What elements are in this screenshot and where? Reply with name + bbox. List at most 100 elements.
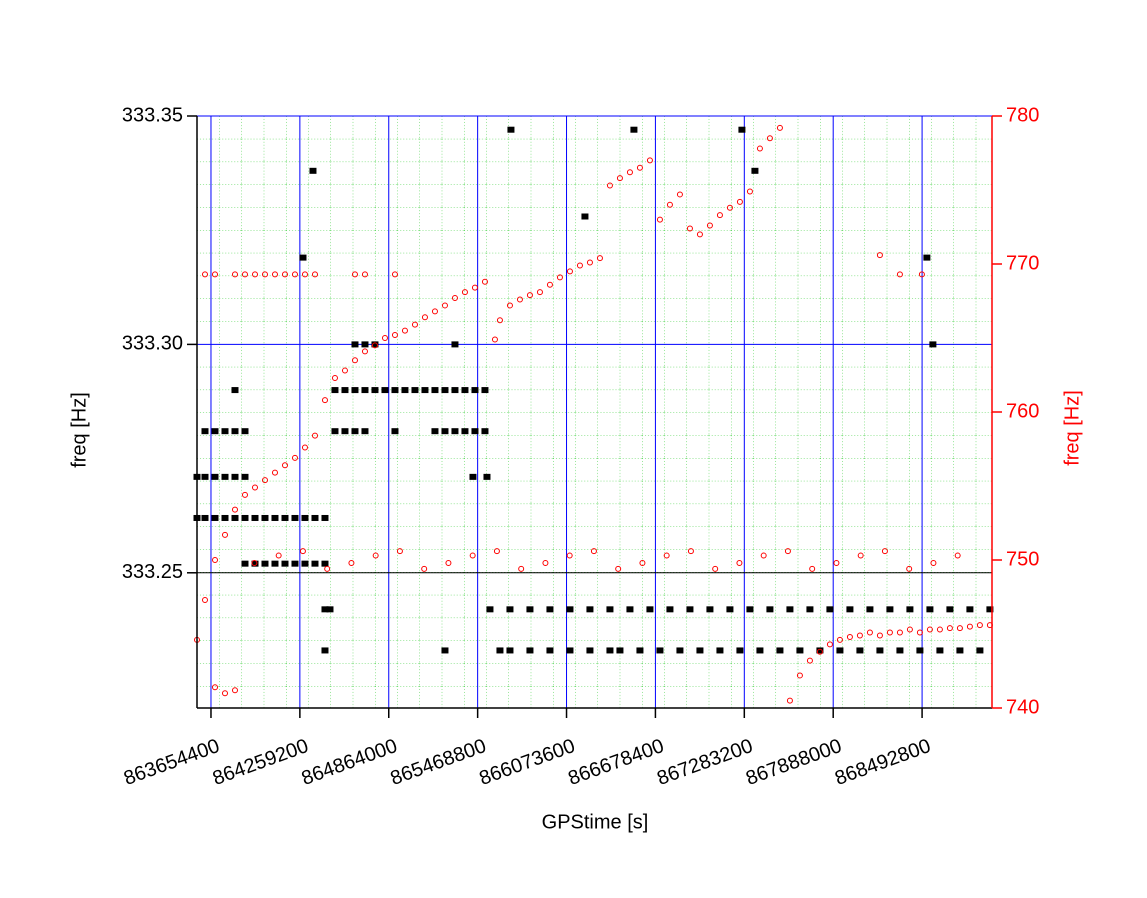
point <box>396 548 403 555</box>
point <box>816 648 823 655</box>
point <box>809 565 816 572</box>
point <box>726 606 734 613</box>
point <box>716 212 723 219</box>
point <box>471 284 478 291</box>
point <box>271 514 279 521</box>
point <box>881 548 888 555</box>
point <box>546 647 554 654</box>
point <box>301 271 308 278</box>
point <box>581 213 589 220</box>
point <box>936 626 943 633</box>
point <box>331 374 338 381</box>
point <box>231 687 238 694</box>
point <box>566 647 574 654</box>
point <box>646 157 653 164</box>
point <box>646 606 654 613</box>
point <box>301 514 309 521</box>
point <box>311 560 319 567</box>
point <box>590 548 597 555</box>
point <box>351 271 358 278</box>
y2-tick-label: 740 <box>1006 696 1039 718</box>
point <box>241 428 249 435</box>
point <box>231 387 239 394</box>
point <box>756 145 763 152</box>
point <box>221 473 229 480</box>
point <box>615 565 622 572</box>
point <box>696 231 703 238</box>
point <box>586 259 593 266</box>
point <box>896 271 903 278</box>
point <box>348 559 355 566</box>
point <box>231 506 238 513</box>
y2-tick-label: 750 <box>1006 548 1039 570</box>
point <box>866 606 874 613</box>
point <box>930 559 937 566</box>
point <box>201 514 209 521</box>
point <box>896 647 904 654</box>
point <box>431 308 438 315</box>
y-axis-label: freq [Hz] <box>68 392 90 468</box>
point <box>211 514 219 521</box>
point <box>857 552 864 559</box>
point <box>506 606 514 613</box>
point <box>493 548 500 555</box>
point <box>291 514 299 521</box>
point <box>876 632 883 639</box>
point <box>321 560 329 567</box>
point <box>341 367 348 374</box>
point <box>686 606 694 613</box>
point <box>241 473 249 480</box>
point <box>596 255 603 262</box>
point <box>639 559 646 566</box>
point <box>526 292 533 299</box>
point <box>291 560 299 567</box>
point <box>976 622 983 629</box>
point <box>966 606 974 613</box>
point <box>391 332 398 339</box>
point <box>371 387 379 394</box>
point <box>311 514 319 521</box>
point <box>676 191 683 198</box>
point <box>506 302 513 309</box>
point <box>876 647 884 654</box>
point <box>666 201 673 208</box>
point <box>291 271 298 278</box>
point <box>751 167 759 174</box>
point <box>896 629 903 636</box>
point <box>836 636 843 643</box>
point <box>546 606 554 613</box>
point <box>461 387 469 394</box>
point <box>372 552 379 559</box>
point <box>606 647 614 654</box>
point <box>251 484 258 491</box>
point <box>299 548 306 555</box>
point <box>471 428 479 435</box>
point <box>351 428 359 435</box>
point <box>866 629 873 636</box>
point <box>746 606 754 613</box>
point <box>291 454 298 461</box>
point <box>341 387 349 394</box>
point <box>756 647 764 654</box>
point <box>918 271 925 278</box>
point <box>976 647 984 654</box>
point <box>826 606 834 613</box>
point <box>586 647 594 654</box>
point <box>231 271 238 278</box>
x-tick-label: 864864000 <box>299 735 401 790</box>
point <box>516 296 523 303</box>
point <box>271 271 278 278</box>
point <box>846 633 853 640</box>
point <box>956 647 964 654</box>
point <box>381 335 388 341</box>
point <box>261 514 269 521</box>
minor-grid <box>197 116 992 708</box>
point <box>542 559 549 566</box>
point <box>241 560 249 567</box>
point <box>496 317 503 324</box>
point <box>786 606 794 613</box>
point <box>251 560 259 567</box>
point <box>536 289 543 296</box>
point <box>946 625 953 632</box>
